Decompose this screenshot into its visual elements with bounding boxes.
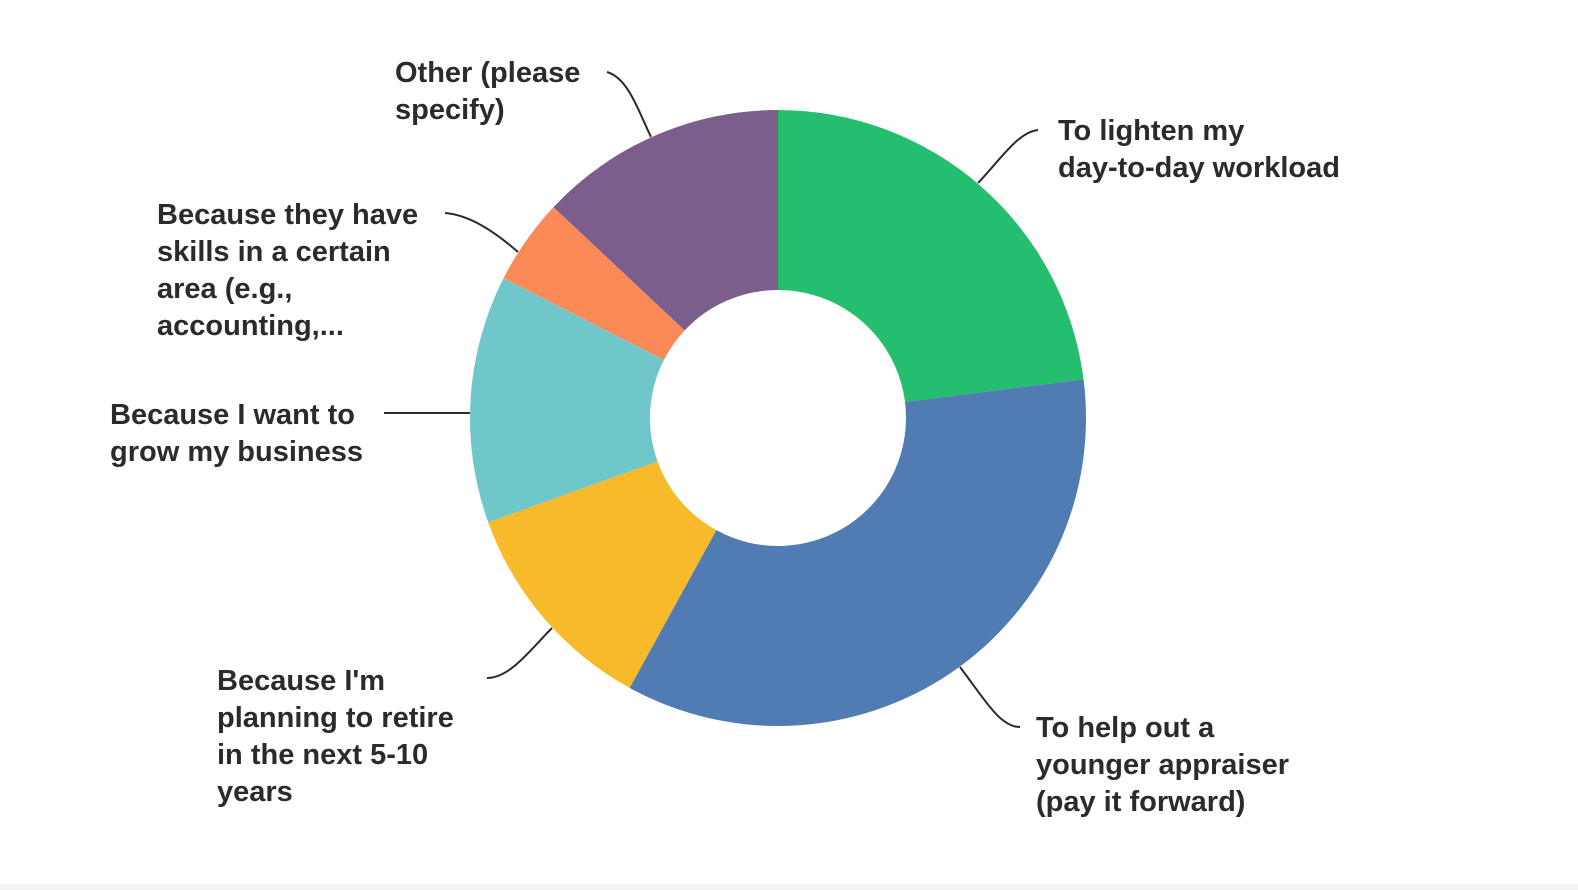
slice-label-line: (pay it forward)	[1036, 786, 1245, 818]
slice-label-line: Other (please	[395, 57, 580, 89]
slice-label-line: Because I'm	[217, 665, 385, 697]
leader-line-3	[486, 627, 553, 679]
slices-layer	[470, 110, 1086, 726]
slice-labels-layer: To lighten my day-to-day workload To help …	[110, 57, 1340, 818]
slice-5	[503, 207, 685, 360]
leader-line-1	[977, 129, 1039, 184]
slice-label-line: skills in a certain	[157, 236, 391, 268]
slice-label-line: specify)	[395, 94, 505, 126]
leader-line-5	[444, 212, 519, 253]
slice-label-line: To lighten my	[1058, 115, 1244, 147]
slice-label-4: Because I want to grow my business	[110, 399, 363, 468]
slice-label-line: To help out a	[1036, 712, 1215, 744]
slice-label-line: planning to retire	[217, 702, 454, 734]
slice-3	[488, 461, 717, 688]
slice-2	[629, 379, 1086, 726]
slice-6	[553, 110, 778, 331]
slice-4	[470, 278, 664, 523]
leader-lines-layer	[384, 71, 1039, 728]
leader-line-6	[606, 71, 652, 138]
slice-1	[778, 110, 1084, 402]
slice-label-line: grow my business	[110, 436, 363, 468]
slice-label-line: day-to-day workload	[1058, 152, 1340, 184]
slice-label-5: Because they have skills in a certain area…	[157, 199, 418, 342]
slice-label-line: in the next 5-10	[217, 739, 428, 771]
leader-line-2	[959, 666, 1021, 728]
slice-label-line: Because they have	[157, 199, 418, 231]
slice-label-3: Because I'm planning to retire in the next…	[217, 665, 454, 808]
slice-label-2: To help out a younger appraiser (pay it fo…	[1036, 712, 1289, 818]
slice-label-line: Because I want to	[110, 399, 355, 431]
slice-label-line: younger appraiser	[1036, 749, 1289, 781]
bottom-divider	[0, 884, 1578, 890]
slice-label-line: accounting,...	[157, 310, 344, 342]
slice-label-1: To lighten my day-to-day workload	[1058, 115, 1340, 184]
slice-label-6: Other (please specify)	[395, 57, 580, 126]
slice-label-line: years	[217, 776, 293, 808]
slice-label-line: area (e.g.,	[157, 273, 292, 305]
